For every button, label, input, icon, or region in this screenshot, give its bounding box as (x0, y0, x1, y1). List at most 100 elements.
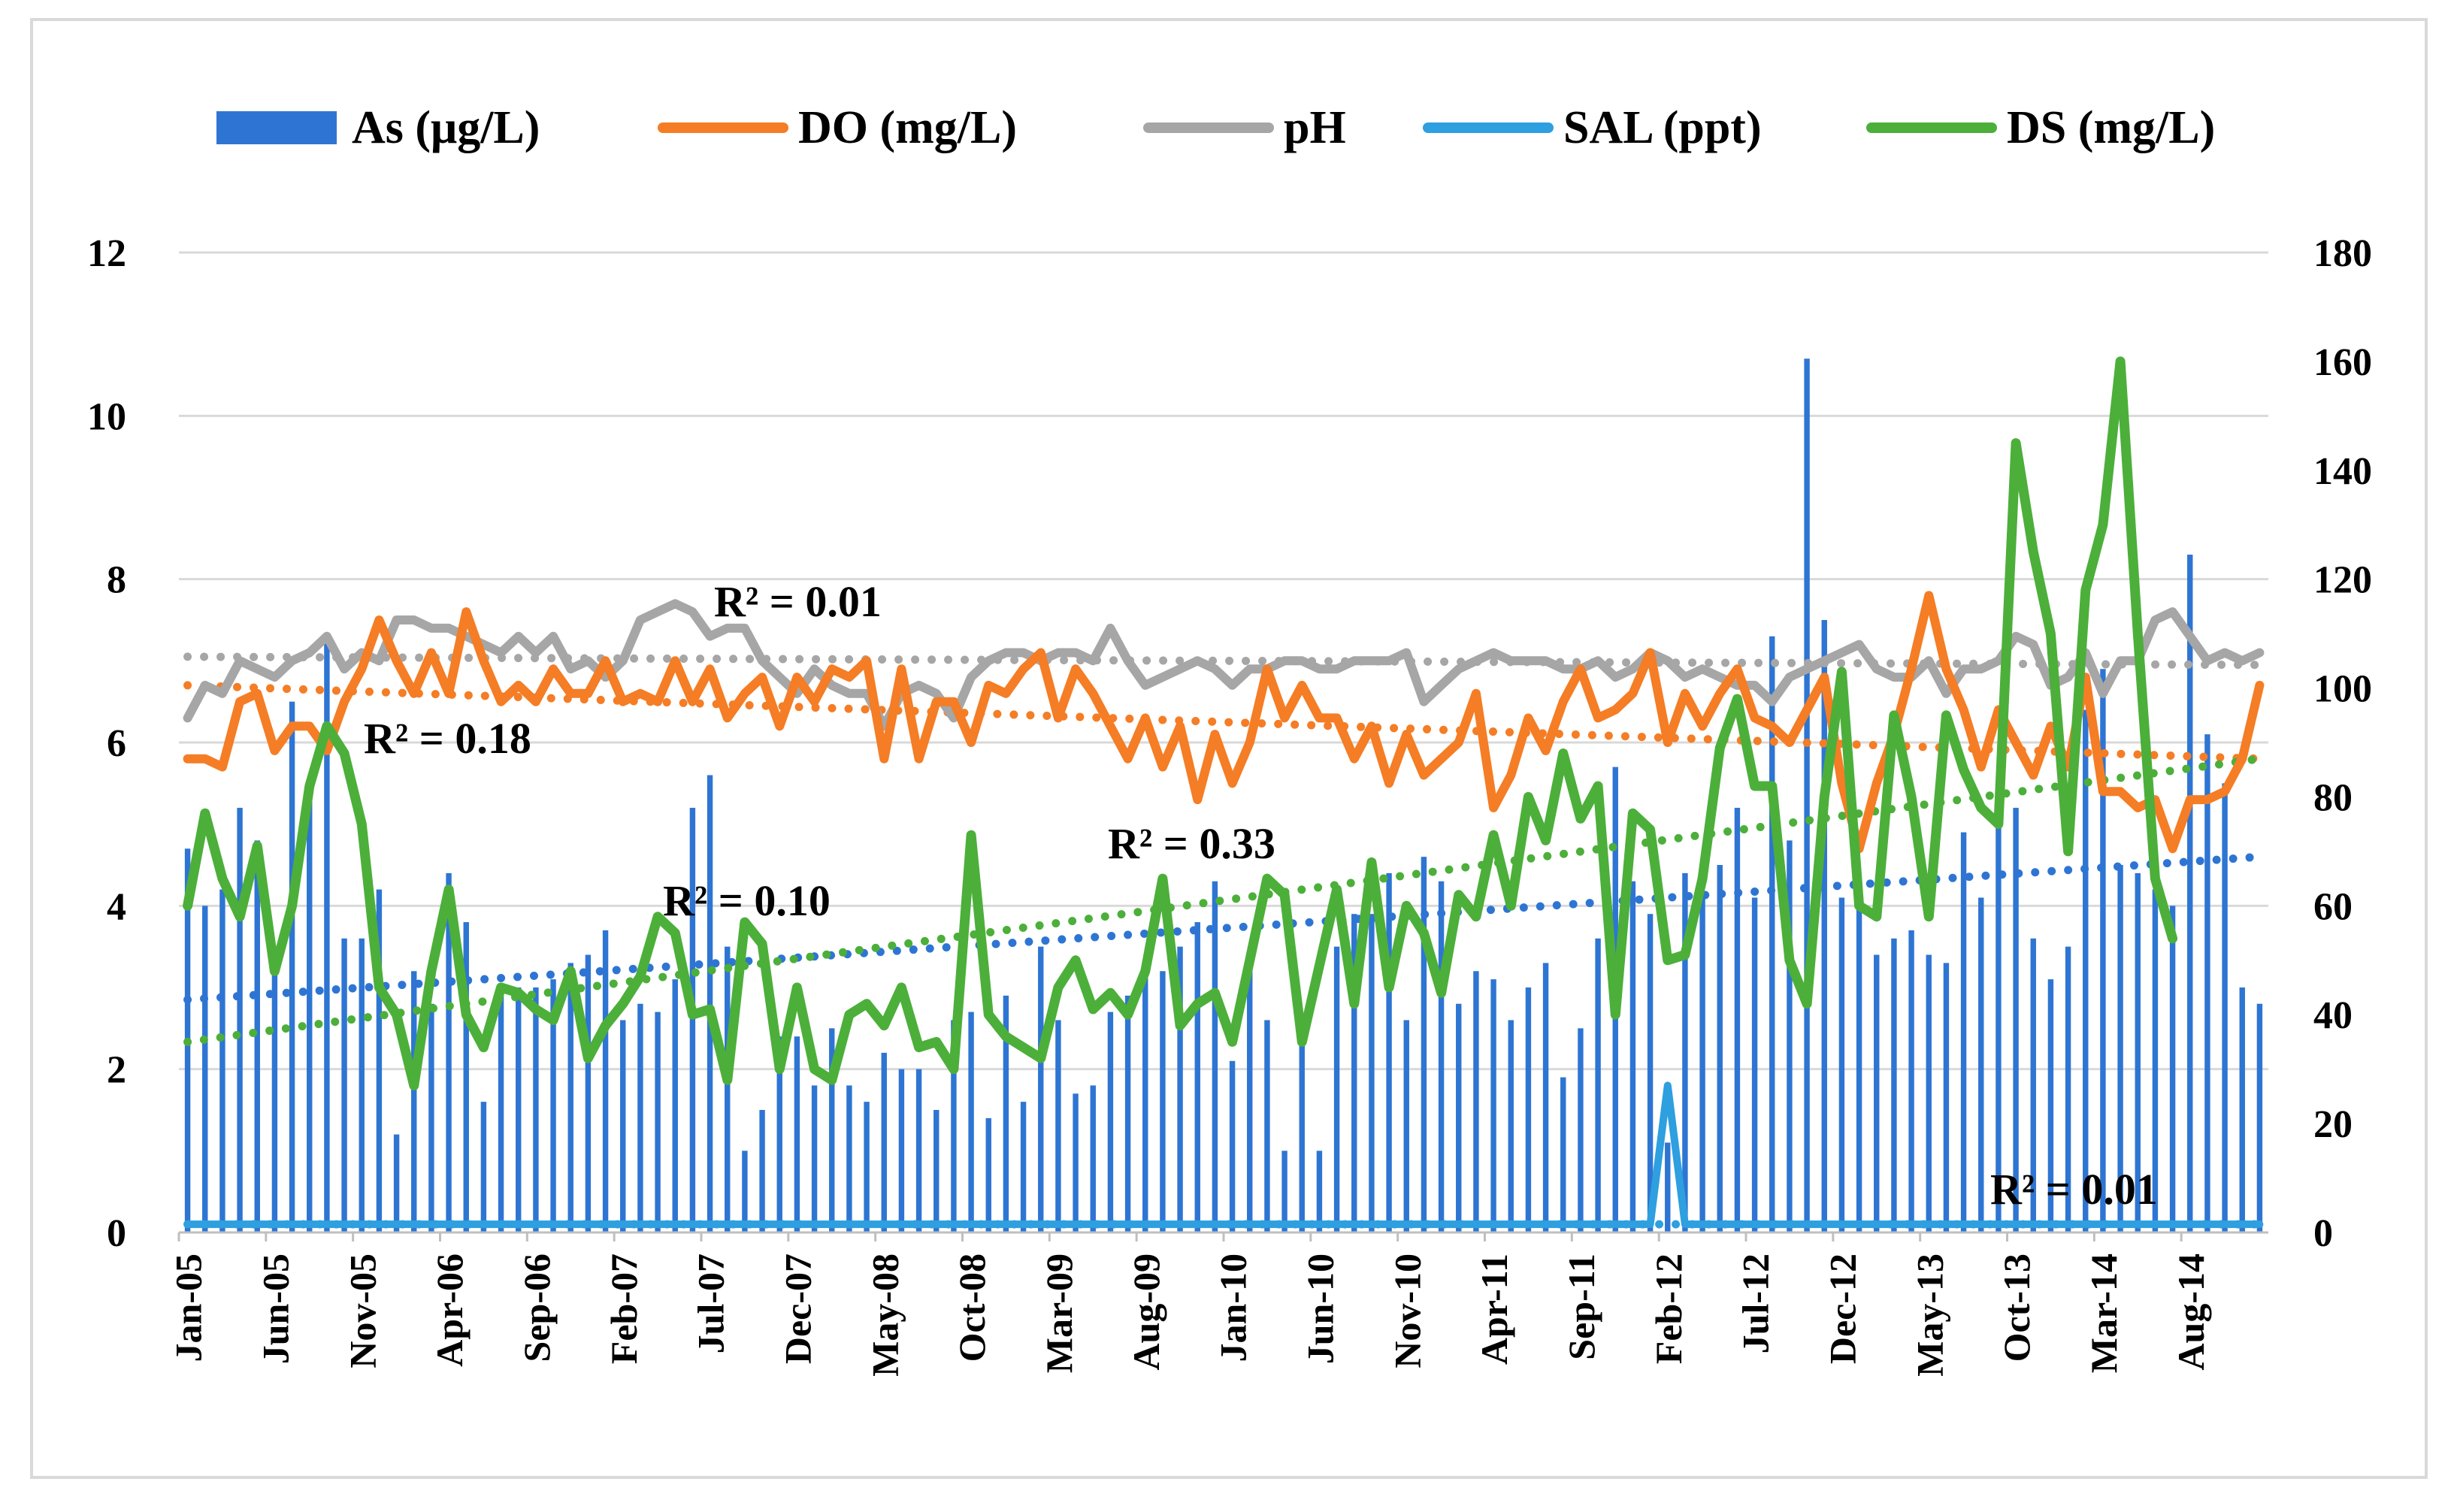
as-bar (1629, 881, 1636, 1232)
r2-label: R² = 0.01 (714, 577, 882, 626)
as-bar (1107, 1012, 1114, 1232)
as-bar (2065, 946, 2071, 1232)
x-tick-label: May-13 (1908, 1253, 1950, 1377)
x-tick-label: Mar-14 (2083, 1253, 2125, 1373)
as-bar (1751, 897, 1758, 1232)
x-tick-label: Jan-10 (1212, 1253, 1254, 1362)
as-bar (550, 979, 556, 1232)
x-tick-label: Feb-12 (1648, 1253, 1690, 1364)
trendline (183, 754, 2264, 1046)
as-bar (1473, 971, 1479, 1232)
legend-label: pH (1284, 102, 1346, 153)
as-bar (829, 1028, 835, 1232)
as-bar (463, 922, 469, 1232)
as-bar (1978, 897, 1984, 1232)
r2-label: R² = 0.01 (1990, 1165, 2158, 1214)
r2-label: R² = 0.10 (663, 876, 831, 925)
as-bar (672, 979, 678, 1232)
x-tick-label: Jan-05 (168, 1253, 210, 1362)
as-bar (446, 872, 452, 1232)
trendline (183, 652, 2264, 670)
series-lines (183, 356, 2265, 1229)
as-bar (1281, 1151, 1287, 1232)
as-bar (985, 1117, 991, 1232)
as-bar (811, 1085, 818, 1232)
as-bar (1665, 1142, 1671, 1232)
ds-line (183, 356, 2178, 1090)
as-bar (2256, 1003, 2263, 1232)
as-bar (202, 906, 208, 1232)
r2-labels: R² = 0.33 R² = 0.18 R² = 0.01 R² = 0.01 R² =… (364, 577, 2158, 1214)
as-bar (237, 807, 243, 1232)
right-tick-label: 60 (2313, 885, 2353, 928)
as-bar (2100, 669, 2106, 1232)
sal-line (183, 1081, 2264, 1229)
as-bar (846, 1085, 852, 1232)
as-bar (1194, 922, 1200, 1232)
as-bar (428, 1003, 434, 1232)
as-bar (2013, 807, 2019, 1232)
as-bar (2083, 709, 2089, 1232)
do-line (183, 591, 2265, 854)
as-bar (794, 1036, 800, 1232)
as-bar (864, 1102, 870, 1232)
right-tick-label: 120 (2313, 559, 2372, 602)
as-bar (1160, 971, 1166, 1232)
as-bar (359, 938, 365, 1232)
as-bar (1699, 897, 1705, 1232)
right-tick-label: 0 (2313, 1212, 2333, 1255)
as-bar (2187, 555, 2193, 1232)
as-bar (2222, 783, 2228, 1232)
x-tick-label: Dec-07 (776, 1253, 818, 1364)
as-bar (254, 840, 260, 1232)
as-bar (2030, 938, 2036, 1232)
as-bar (759, 1110, 765, 1232)
as-bar (655, 1012, 661, 1232)
x-tick-label: Oct-08 (951, 1253, 993, 1362)
legend-label: DS (mg/L) (2007, 102, 2215, 153)
x-tick-label: Jun-10 (1299, 1253, 1341, 1364)
as-bar (1264, 1020, 1270, 1232)
x-tick-label: Nov-05 (341, 1253, 383, 1368)
as-bar (1333, 946, 1340, 1232)
x-tick-label: Aug-09 (1125, 1253, 1167, 1371)
as-bar (1595, 938, 1601, 1232)
as-bar (1438, 881, 1445, 1232)
as-bars (184, 358, 2263, 1233)
as-bar (951, 1020, 957, 1232)
as-bar (2117, 865, 2123, 1232)
legend-label: SAL (ppt) (1563, 102, 1762, 153)
as-bar (1403, 1020, 1409, 1232)
as-bar (1578, 1028, 1584, 1232)
x-tick-label: Apr-11 (1473, 1253, 1515, 1365)
left-tick-label: 10 (87, 395, 126, 438)
as-bar (2047, 979, 2054, 1232)
as-bar (341, 938, 347, 1232)
as-bar (1560, 1077, 1566, 1232)
as-bar (1856, 881, 1862, 1232)
as-bar (689, 807, 696, 1232)
as-bar (1073, 1093, 1079, 1232)
as-bar (1386, 872, 1392, 1232)
legend-label: As (μg/L) (352, 102, 540, 153)
as-bar (289, 701, 295, 1232)
left-tick-label: 12 (87, 232, 126, 275)
as-bar (1316, 1151, 1323, 1232)
as-bar (1456, 1003, 1462, 1232)
as-bar (1247, 971, 1253, 1232)
as-bar (1769, 636, 1775, 1232)
x-tick-label: Mar-09 (1038, 1253, 1080, 1373)
as-bar (1542, 963, 1549, 1232)
as-bar (1020, 1102, 1027, 1232)
left-tick-label: 4 (107, 885, 126, 928)
as-bar (1299, 1020, 1305, 1232)
as-bar (376, 889, 383, 1232)
as-bar (480, 1102, 487, 1232)
right-tick-label: 160 (2313, 341, 2372, 384)
as-bar (1734, 807, 1741, 1232)
legend-swatch-bar (216, 111, 337, 144)
as-bar (1838, 897, 1845, 1232)
as-bar (1821, 620, 1827, 1232)
as-bar (2135, 872, 2141, 1232)
